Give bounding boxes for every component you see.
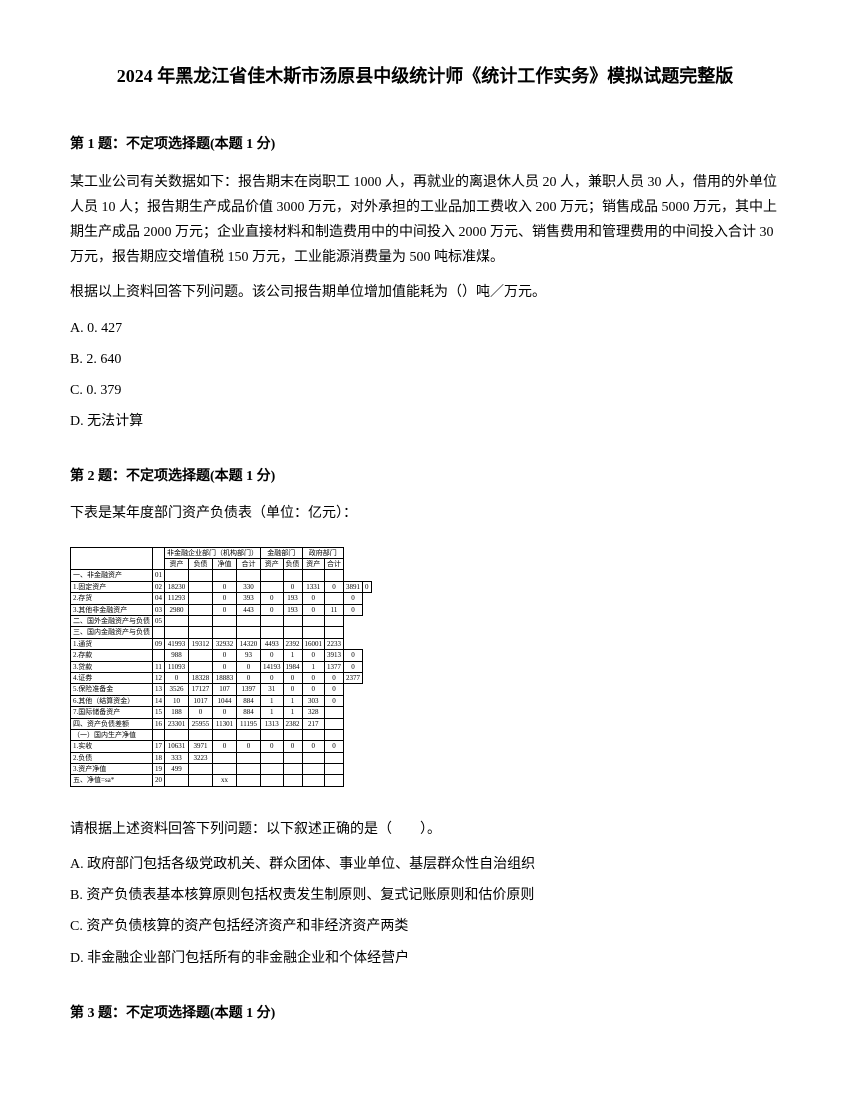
q2-option-a: A. 政府部门包括各级党政机关、群众团体、事业单位、基层群众性自治组织: [70, 852, 780, 877]
q2-option-b: B. 资产负债表基本核算原则包括权责发生制原则、复式记账原则和估价原则: [70, 883, 780, 908]
balance-sheet-table: 非金融企业部门（机构部门）金融部门政府部门资产负债净值合计资产负债资产合计一、非…: [70, 547, 780, 787]
q1-header: 第 1 题：不定项选择题(本题 1 分): [70, 132, 780, 157]
q2-header: 第 2 题：不定项选择题(本题 1 分): [70, 464, 780, 489]
q1-body2: 根据以上资料回答下列问题。该公司报告期单位增加值能耗为（）吨／万元。: [70, 280, 780, 305]
q2-option-c: C. 资产负债核算的资产包括经济资产和非经济资产两类: [70, 914, 780, 939]
q1-option-d: D. 无法计算: [70, 409, 780, 434]
q2-prompt: 请根据上述资料回答下列问题：以下叙述正确的是（ ）。: [70, 817, 780, 842]
q1-option-b: B. 2. 640: [70, 347, 780, 372]
page-title: 2024 年黑龙江省佳木斯市汤原县中级统计师《统计工作实务》模拟试题完整版: [70, 60, 780, 92]
q3-header: 第 3 题：不定项选择题(本题 1 分): [70, 1001, 780, 1026]
q1-option-c: C. 0. 379: [70, 378, 780, 403]
q1-body1: 某工业公司有关数据如下：报告期末在岗职工 1000 人，再就业的离退休人员 20…: [70, 170, 780, 271]
q2-option-d: D. 非金融企业部门包括所有的非金融企业和个体经营户: [70, 946, 780, 971]
q2-intro: 下表是某年度部门资产负债表（单位：亿元）：: [70, 501, 780, 526]
q1-option-a: A. 0. 427: [70, 316, 780, 341]
